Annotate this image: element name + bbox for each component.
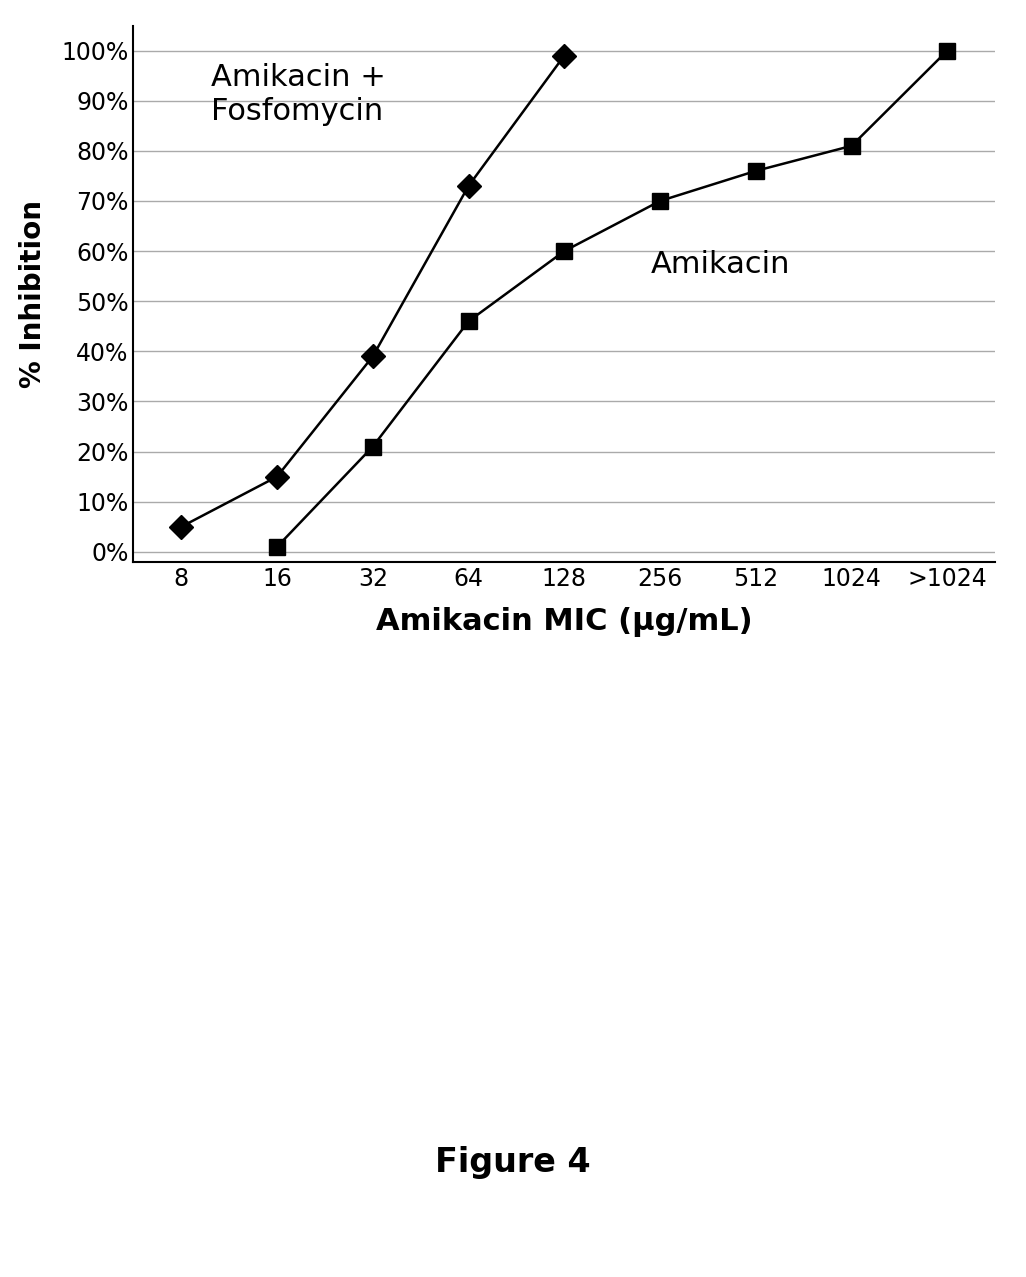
Text: Figure 4: Figure 4 <box>435 1145 591 1179</box>
Text: Amikacin: Amikacin <box>650 250 790 278</box>
X-axis label: Amikacin MIC (μg/mL): Amikacin MIC (μg/mL) <box>376 608 753 637</box>
Y-axis label: % Inhibition: % Inhibition <box>19 199 47 388</box>
Text: Amikacin +
Fosfomycin: Amikacin + Fosfomycin <box>211 63 386 125</box>
